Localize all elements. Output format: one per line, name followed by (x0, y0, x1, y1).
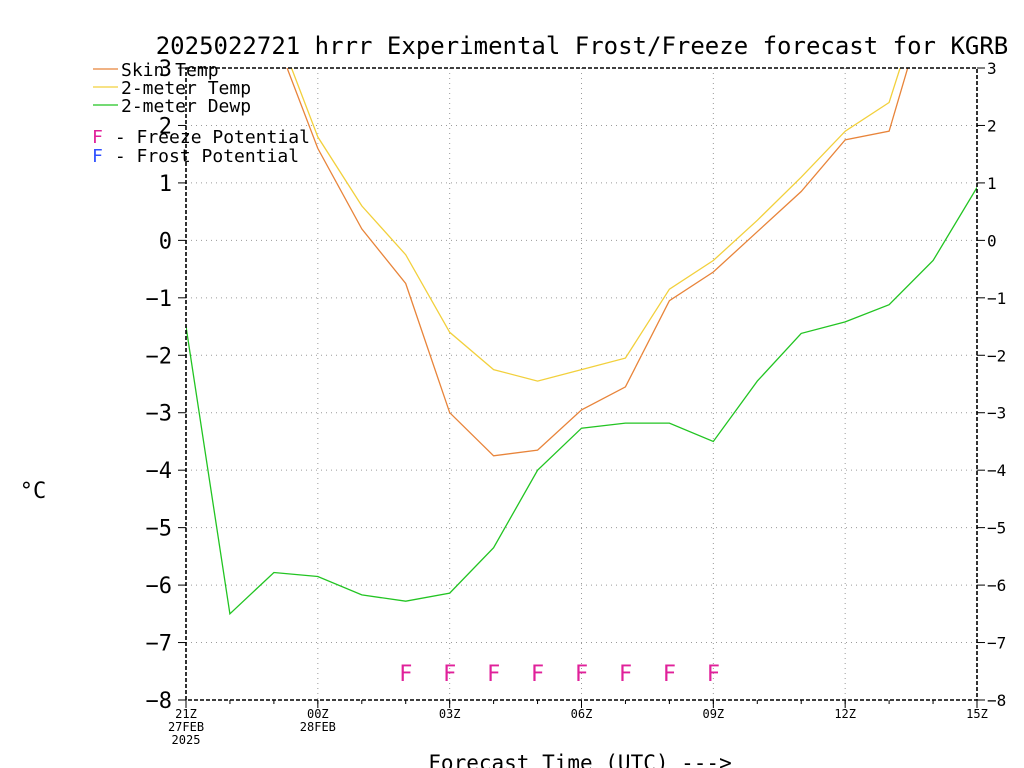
x-tick-sublabel: 27FEB (168, 720, 204, 734)
y-tick-label-right: 2 (987, 116, 997, 135)
y-tick-label-left: −2 (146, 344, 173, 369)
x-tick-sublabel: 28FEB (300, 720, 336, 734)
legend-text: - Freeze Potential (104, 127, 310, 148)
y-tick-label-left: −8 (146, 689, 173, 714)
y-tick-label-left: 0 (159, 229, 172, 254)
x-tick-label: 03Z (439, 707, 461, 721)
series-line-2-meter-dewp (186, 187, 977, 616)
legend-label: 2-meter Temp (121, 78, 251, 99)
y-tick-label-left: −7 (146, 632, 173, 657)
legend-glyph: F (92, 146, 103, 167)
y-tick-label-left: 2 (159, 114, 172, 139)
y-tick-label-left: −1 (146, 287, 173, 312)
grid (186, 68, 977, 700)
series-line-skin-temp (286, 68, 909, 457)
series-line-2-meter-temp (290, 68, 901, 382)
y-tick-label-left: −3 (146, 402, 173, 427)
legend-label: Skin Temp (121, 60, 219, 81)
freeze-marker: F (575, 662, 588, 687)
x-tick-label: 06Z (571, 707, 593, 721)
freeze-marker: F (707, 662, 720, 687)
y-tick-label-right: −6 (987, 576, 1006, 595)
x-tick-label: 15Z (966, 707, 988, 721)
freeze-marker: F (487, 662, 500, 687)
axes: −8 −8 −7 −7 −6 −6 −5 −5 −4 −4 −3 −3 −2 −2 −1 −1 0 0 1 1 2 2 3 3… (146, 57, 1007, 747)
y-tick-label-right: 1 (987, 174, 997, 193)
freeze-marker: F (443, 662, 456, 687)
x-tick-label: 00Z (307, 707, 329, 721)
freeze-marker: F (399, 662, 412, 687)
y-axis-label: °C (20, 479, 47, 504)
y-tick-label-left: −5 (146, 517, 173, 542)
freeze-marker: F (663, 662, 676, 687)
y-tick-label-right: −3 (987, 404, 1006, 423)
y-tick-label-right: −8 (987, 691, 1006, 710)
y-tick-label-right: −7 (987, 634, 1006, 653)
y-tick-label-left: −6 (146, 574, 173, 599)
y-tick-label-right: −2 (987, 346, 1006, 365)
legend-label: 2-meter Dewp (121, 96, 251, 117)
x-tick-sublabel: 2025 (172, 733, 201, 747)
x-axis-label: Forecast Time (UTC) ---> (428, 751, 731, 768)
x-tick-label: 09Z (702, 707, 724, 721)
chart-title: 2025022721 hrrr Experimental Frost/Freez… (156, 32, 1009, 60)
y-tick-label-right: 0 (987, 231, 997, 250)
y-tick-label-left: 3 (159, 57, 172, 82)
x-tick-label: 12Z (834, 707, 856, 721)
freeze-marker: F (619, 662, 632, 687)
series-lines (186, 68, 977, 616)
y-tick-label-left: 1 (159, 172, 172, 197)
y-tick-label-left: −4 (146, 459, 173, 484)
y-tick-label-right: −4 (987, 461, 1006, 480)
x-tick-label: 21Z (175, 707, 197, 721)
legend-glyph: F (92, 127, 103, 148)
y-tick-label-right: 3 (987, 59, 997, 78)
y-tick-label-right: −1 (987, 289, 1006, 308)
freeze-marker: F (531, 662, 544, 687)
y-tick-label-right: −5 (987, 519, 1006, 538)
legend-text: - Frost Potential (104, 146, 299, 167)
